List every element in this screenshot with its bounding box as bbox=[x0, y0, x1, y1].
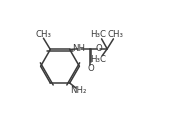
Text: CH₃: CH₃ bbox=[35, 30, 51, 39]
Text: H₃C: H₃C bbox=[90, 55, 106, 64]
Text: O: O bbox=[95, 44, 102, 53]
Text: NH₂: NH₂ bbox=[70, 86, 87, 95]
Text: O: O bbox=[87, 64, 94, 73]
Text: NH: NH bbox=[73, 44, 86, 53]
Text: H₃C: H₃C bbox=[90, 30, 106, 39]
Text: CH₃: CH₃ bbox=[107, 30, 123, 39]
